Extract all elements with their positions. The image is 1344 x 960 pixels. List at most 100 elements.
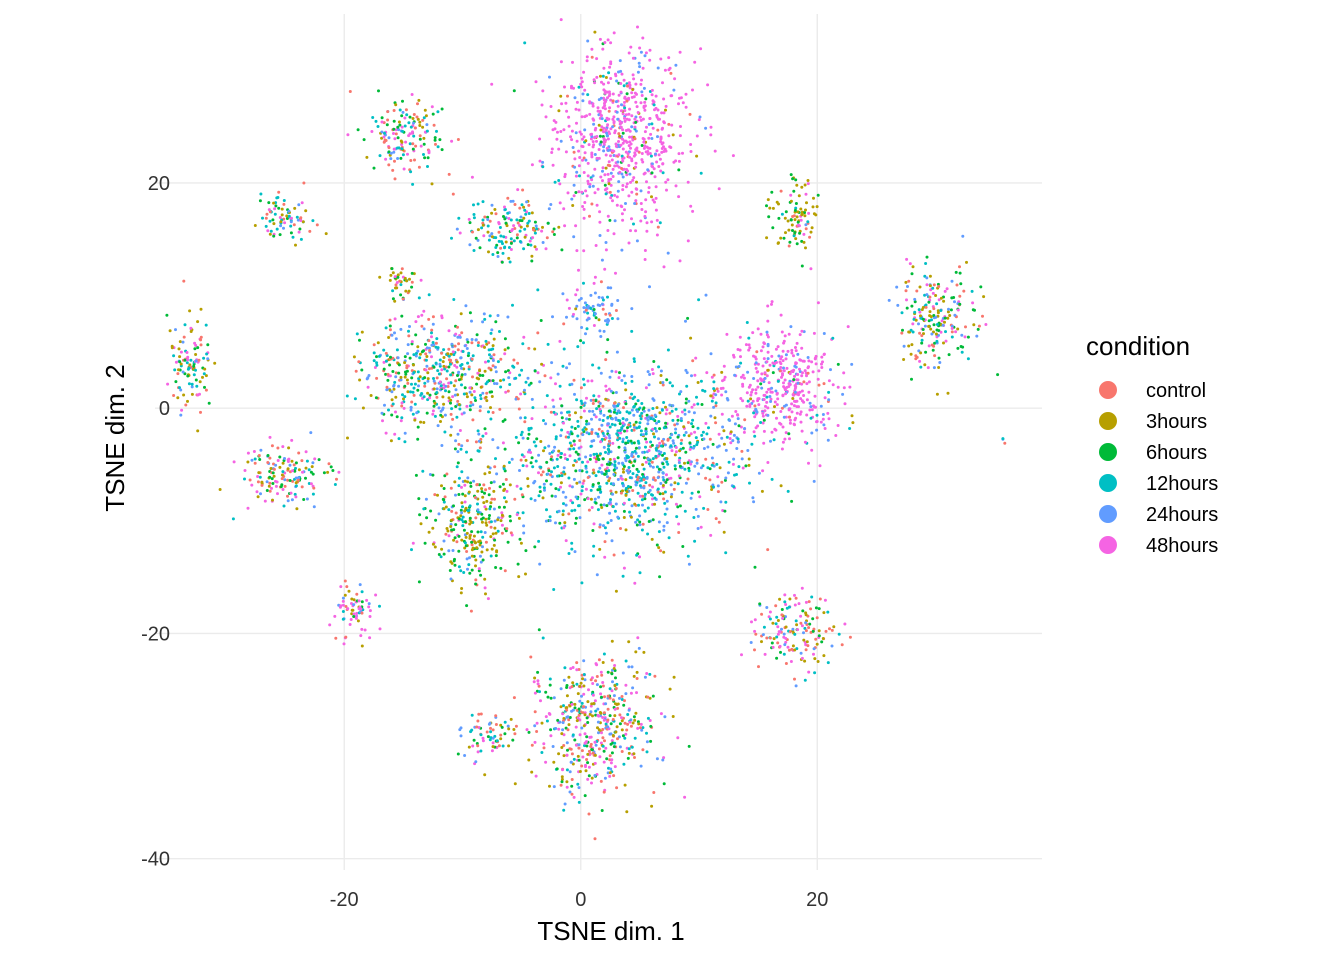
point-24hours [478,554,482,558]
point-12hours [520,203,524,207]
point-48hours [816,377,820,381]
point-3hours [418,375,422,379]
point-6hours [793,231,797,235]
point-48hours [593,740,597,744]
point-6hours [601,457,605,461]
point-12hours [481,434,485,438]
point-6hours [491,379,495,383]
point-3hours [747,463,751,467]
point-3hours [907,330,911,334]
point-24hours [925,293,929,297]
point-3hours [369,394,373,397]
point-48hours [572,194,576,198]
point-24hours [733,422,737,426]
point-12hours [589,444,593,448]
point-3hours [517,575,521,579]
point-12hours [570,547,574,551]
point-3hours [948,314,952,317]
point-48hours [619,90,623,94]
point-24hours [602,434,606,438]
point-12hours [620,426,624,430]
point-12hours [675,515,679,519]
point-control [421,118,425,122]
point-3hours [793,218,797,222]
point-24hours [647,408,651,412]
point-control [626,84,629,88]
point-48hours [579,492,583,496]
point-3hours [613,714,617,718]
point-24hours [290,498,294,502]
point-6hours [644,437,648,441]
point-control [345,585,349,589]
point-control [465,550,469,553]
point-48hours [665,473,668,477]
point-control [712,373,716,377]
point-control [601,404,605,408]
point-12hours [736,437,740,441]
point-12hours [616,429,620,433]
point-48hours [641,160,645,164]
point-48hours [643,108,647,112]
point-6hours [457,493,461,496]
point-12hours [586,311,590,315]
point-control [420,324,424,328]
point-48hours [602,88,606,92]
point-48hours [759,332,763,336]
point-12hours [656,487,660,491]
point-6hours [607,409,611,413]
point-24hours [607,422,610,426]
point-3hours [452,538,456,542]
point-48hours [594,244,598,247]
point-48hours [557,147,561,151]
point-12hours [649,440,653,444]
point-12hours [374,119,378,123]
point-3hours [624,528,628,532]
point-48hours [400,401,404,405]
point-48hours [763,393,767,397]
point-6hours [468,571,472,575]
point-48hours [751,331,755,335]
point-48hours [544,760,548,764]
point-24hours [827,398,831,402]
point-12hours [567,476,571,480]
point-12hours [403,440,407,444]
point-3hours [811,205,815,209]
point-48hours [780,447,784,451]
point-3hours [559,94,563,98]
point-6hours [425,411,429,415]
point-24hours [624,202,627,205]
point-24hours [692,411,696,415]
point-6hours [174,380,178,384]
point-24hours [523,388,526,392]
point-48hours [567,124,571,128]
point-24hours [577,298,581,302]
point-control [372,343,376,347]
point-3hours [218,488,222,491]
point-48hours [813,394,817,398]
point-6hours [322,471,326,475]
point-control [348,90,352,93]
point-48hours [664,104,668,108]
point-48hours [604,138,608,142]
point-24hours [656,66,660,70]
point-control [487,366,491,370]
point-24hours [581,99,585,103]
point-24hours [589,710,593,714]
point-control [622,406,625,410]
point-48hours [647,186,651,190]
point-3hours [304,466,308,470]
point-48hours [766,304,770,308]
point-6hours [457,517,461,521]
point-control [602,711,606,715]
point-48hours [750,620,753,624]
point-12hours [458,407,462,411]
point-6hours [391,297,395,301]
point-48hours [742,430,746,434]
point-3hours [442,402,446,406]
point-48hours [781,425,785,429]
point-3hours [637,722,641,726]
point-48hours [742,376,746,380]
point-24hours [296,218,300,222]
point-12hours [398,108,402,112]
point-6hours [632,441,636,445]
